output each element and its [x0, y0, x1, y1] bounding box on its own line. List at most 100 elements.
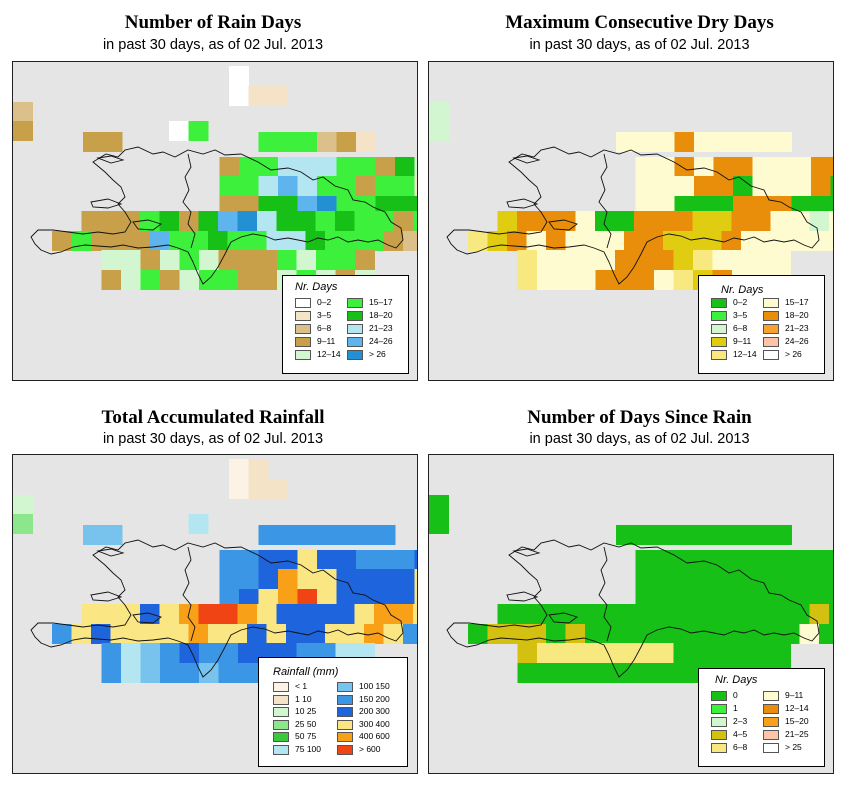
map-cell — [674, 525, 695, 545]
map-cell — [160, 663, 180, 683]
map-cell — [179, 250, 200, 270]
map-cell — [624, 231, 644, 251]
map-cell — [713, 569, 734, 589]
map-cell — [258, 157, 279, 177]
map-cell — [297, 550, 318, 570]
legend-label: < 1 — [295, 681, 308, 691]
map-cell — [227, 231, 248, 251]
map-cell — [239, 176, 259, 196]
map-cell — [733, 132, 753, 152]
map-cell — [585, 624, 605, 644]
map-cell — [595, 643, 616, 663]
map-cell — [219, 550, 240, 570]
map-frame[interactable]: Nr. Days 0–2 3–5 6–8 9–11 12–14 15–17 18–20 21–… — [428, 61, 834, 381]
map-cell — [614, 211, 635, 231]
map-cell — [751, 211, 771, 231]
map-cell — [517, 643, 538, 663]
map-cell — [635, 132, 656, 152]
map-cell — [121, 643, 141, 663]
map-cell — [694, 525, 714, 545]
map-cell — [615, 663, 635, 683]
gonave-outline — [90, 198, 123, 209]
map-cell — [615, 270, 635, 290]
map-cell — [101, 604, 121, 624]
map-cell — [713, 176, 734, 196]
legend-swatch — [763, 743, 779, 753]
map-cell — [732, 250, 752, 270]
map-cell — [258, 525, 279, 545]
map-cell — [674, 132, 695, 152]
map-cell — [575, 604, 596, 624]
map-cell — [335, 604, 355, 624]
map-frame[interactable]: Nr. Days 0–2 3–5 6–8 9–11 12–14 15–17 18–20 21–… — [12, 61, 418, 381]
legend-swatch — [295, 311, 311, 321]
map-cell — [393, 211, 414, 231]
map-cell — [654, 643, 674, 663]
map-cell — [383, 624, 404, 644]
map-cell — [694, 176, 714, 196]
map-cell — [615, 643, 635, 663]
map-cell — [809, 604, 830, 624]
map-cell — [556, 250, 577, 270]
legend-label: 0–2 — [317, 297, 332, 307]
legend: Nr. Days 0–2 3–5 6–8 9–11 12–14 15–17 18–20 21–… — [282, 275, 409, 374]
map-cell — [576, 270, 596, 290]
map-cell — [83, 525, 103, 545]
map-cell — [208, 624, 228, 644]
map-frame[interactable]: Nr. Days 0 1 2–3 4–5 6–8 9–11 12–14 15–20 21–25 >… — [428, 454, 834, 774]
legend: Nr. Days 0–2 3–5 6–8 9–11 12–14 15–17 18–20 21–… — [698, 275, 825, 374]
map-cell — [414, 176, 417, 196]
map-cell — [130, 231, 150, 251]
map-cell — [258, 132, 279, 152]
legend-label: 6–8 — [317, 323, 332, 333]
map-cell — [733, 569, 753, 589]
map-cell — [336, 157, 357, 177]
panel-subtitle: in past 30 days, as of 02 Jul. 2013 — [529, 431, 750, 447]
map-cell — [693, 643, 713, 663]
map-cell — [238, 663, 258, 683]
legend-label: 1 10 — [295, 693, 312, 704]
map-cell — [811, 550, 831, 570]
map-cell — [266, 624, 287, 644]
map-cell — [13, 495, 33, 515]
legend-label: 9–11 — [317, 336, 336, 346]
map-cell — [497, 604, 518, 624]
legend-swatch — [347, 350, 363, 360]
legend-title: Nr. Days — [295, 281, 338, 293]
map-cell — [830, 176, 833, 196]
map-cell — [227, 624, 248, 644]
map-cell — [770, 211, 791, 231]
map-cell — [238, 643, 258, 663]
map-cell — [239, 550, 259, 570]
map-cell — [713, 157, 734, 177]
map-cell — [517, 250, 538, 270]
map-cell — [375, 525, 396, 545]
map-cell — [101, 250, 122, 270]
map-cell — [317, 569, 337, 589]
legend-label: 3–5 — [317, 310, 332, 320]
map-cell — [752, 157, 773, 177]
map-cell — [159, 604, 180, 624]
map-cell — [268, 86, 288, 106]
map-cell — [752, 569, 773, 589]
legend-swatch — [711, 298, 727, 308]
map-frame[interactable]: Rainfall (mm) < 1 1 10 10 25 25 50 50 75 75 1… — [12, 454, 418, 774]
map-cell — [653, 604, 674, 624]
map-cell — [297, 569, 318, 589]
map-cell — [325, 624, 345, 644]
map-cell — [604, 231, 625, 251]
legend-label: 300 400 — [359, 718, 390, 729]
legend-swatch — [347, 298, 363, 308]
legend-label: 9–11 — [785, 690, 804, 700]
map-cell — [751, 250, 772, 270]
legend-label: 100 150 — [359, 681, 390, 691]
map-cell — [674, 550, 695, 570]
map-cell — [809, 211, 830, 231]
map-cell — [537, 663, 557, 683]
panel-subtitle: in past 30 days, as of 02 Jul. 2013 — [102, 37, 324, 53]
map-cell — [248, 479, 269, 499]
map-cell — [634, 250, 655, 270]
legend-swatch — [711, 730, 727, 740]
legend-label: 21–23 — [369, 323, 393, 333]
tortuga-outline — [512, 155, 541, 164]
